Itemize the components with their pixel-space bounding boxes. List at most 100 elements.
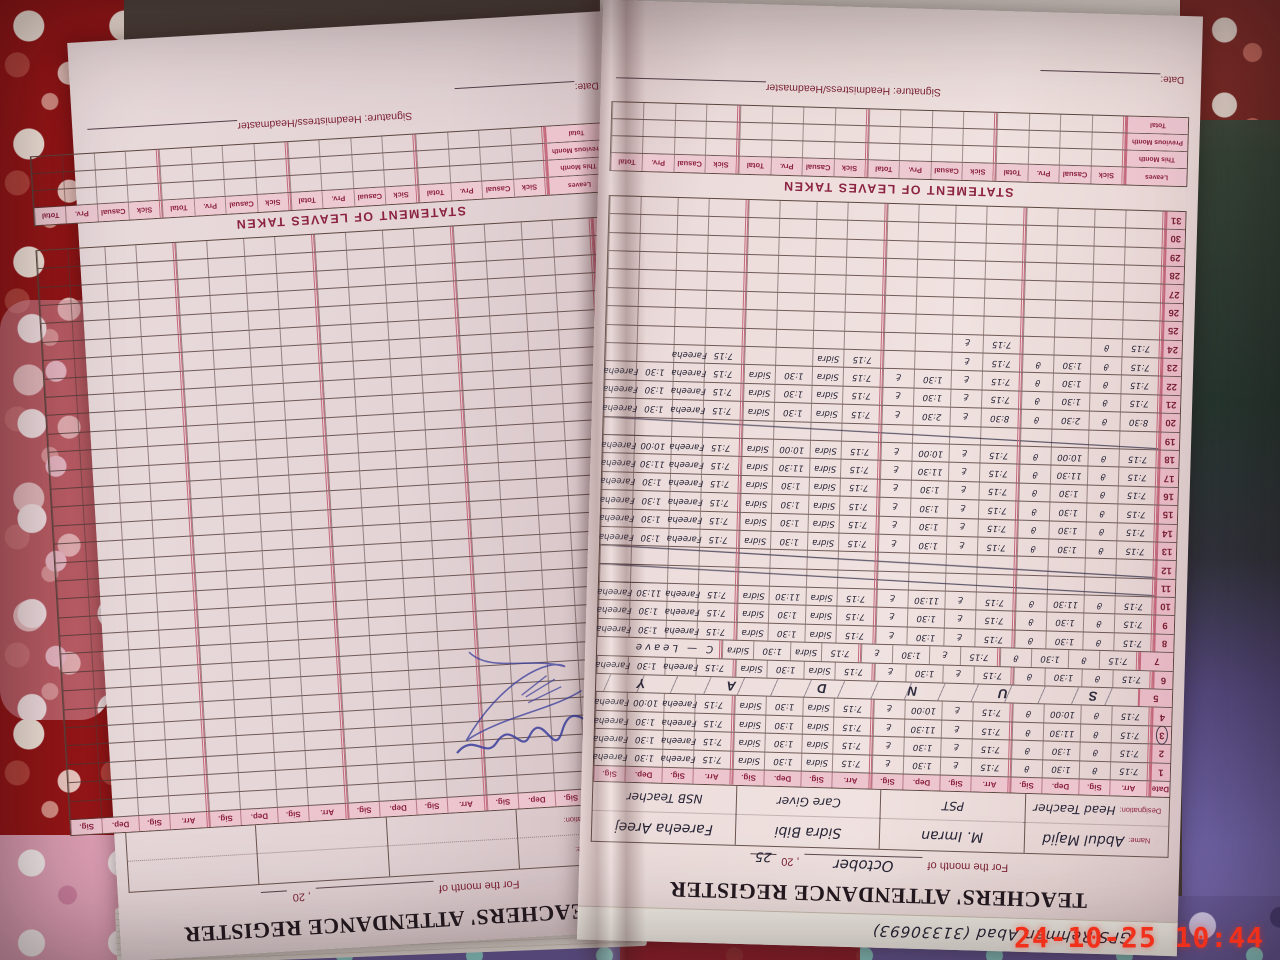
attendance-cell [91,650,130,671]
attendance-cell [199,644,232,665]
attendance-cell [506,607,545,628]
attendance-cell: 7:15 [1120,357,1159,376]
attendance-cell [843,331,882,350]
leaves-col-header: Sick [961,162,994,181]
leaves-row-label: Total [1125,116,1189,135]
attendance-cell: ϑ [1086,466,1119,486]
attendance-cell: ع [942,665,974,684]
leaves-cell [962,128,995,146]
attendance-cell [630,546,668,565]
attendance-cell: 2:30 [912,406,950,426]
attendance-cell [778,237,816,256]
attendance-cell [186,424,219,444]
attendance-cell [334,581,367,601]
attendance-cell: 7:15 [693,713,732,732]
attendance-cell [535,477,568,497]
leaves-cell [478,128,511,147]
attendance-cell [187,442,220,463]
attendance-cell [671,418,703,437]
leaves-cell [383,168,416,187]
attendance-cell [534,459,567,479]
attendance-cell [415,263,453,283]
attendance-cell [1015,575,1048,594]
leaves-cell [192,179,225,198]
attendance-cell: 7:15 [837,533,876,552]
attendance-cell [303,730,342,750]
teacher-name-value: Abdul Majid [1042,830,1125,849]
leaves-cell [95,185,128,204]
attendance-cell [707,217,746,236]
attendance-cell [708,198,746,218]
attendance-cell [675,253,708,272]
attendance-cell [498,479,537,499]
attendance-cell: 7:15 [700,474,739,493]
attendance-cell [429,501,468,522]
date-cell: 11 [1154,579,1176,598]
date-cell: 7 [1138,652,1174,671]
attendance-cell [161,683,200,704]
leaves-cell [674,103,707,121]
attendance-cell [430,520,469,540]
attendance-cell: ϑ [1085,503,1118,522]
attendance-cell: ع [879,461,912,480]
attendance-cell [150,499,189,520]
attendance-cell [376,762,415,783]
leaves-cell [1028,113,1061,131]
attendance-cell [190,497,223,518]
attendance-cell [1114,578,1153,597]
teacher-cell: Sidra Bibi Care Giver [734,785,881,849]
attendance-cell [43,359,76,379]
attendance-cell [368,634,407,654]
attendance-cell [51,506,84,526]
attendance-cell [527,330,560,350]
attendance-cell [1046,576,1085,595]
attendance-cell: 1:30 [913,388,951,407]
attendance-cell [57,598,90,618]
attendance-cell [206,773,239,793]
attendance-cell [301,693,340,714]
attendance-cell [372,689,411,710]
leaves-col-header: Casual [801,158,834,177]
attendance-cell: Sidra [733,732,765,752]
attendance-cell: 7:15 [704,345,742,365]
camera-timestamp: 24-10-25 10:44 [1013,921,1264,954]
attendance-cell [485,259,524,279]
month-label: For the month of [438,877,520,895]
attendance-cell [884,314,916,333]
attendance-cell [707,235,745,254]
attendance-cell [466,463,499,483]
attendance-cell [236,752,275,773]
leaves-cell [447,130,480,149]
attendance-cell: Sidra [741,438,774,458]
attendance-cell [208,275,247,296]
attendance-cell: ϑ [1015,593,1047,612]
leaves-cell [1059,131,1092,149]
column-header: Sig. [939,775,971,792]
attendance-cell [154,573,193,593]
attendance-cell [221,495,260,516]
attendance-cell: 1:30 [771,476,809,495]
attendance-cell: Sidra [812,348,844,368]
attendance-cell [166,775,205,795]
attendance-cell: 1:30 [891,645,930,664]
attendance-cell: ϑ [1012,703,1044,723]
attendance-cell [122,557,155,577]
attendance-cell [501,516,540,536]
attendance-cell [138,298,177,318]
attendance-cell [1121,320,1160,340]
attendance-cell: 7:15 [976,537,1015,556]
leaves-cell [1060,114,1092,132]
attendance-cell [777,274,815,293]
attendance-cell [667,547,699,566]
attendance-cell [386,302,419,322]
attendance-cell [68,781,101,801]
date-cell: 9 [1153,615,1175,634]
leaves-group: Sick Casual Prv. Total [610,152,740,174]
date-cell: 19 [1158,432,1180,451]
attendance-cell: 11:30 [772,458,810,477]
attendance-cell [317,287,350,307]
attendance-cell [673,326,706,345]
attendance-cell [244,255,277,275]
attendance-cell [229,624,268,644]
attendance-cell [277,289,316,310]
